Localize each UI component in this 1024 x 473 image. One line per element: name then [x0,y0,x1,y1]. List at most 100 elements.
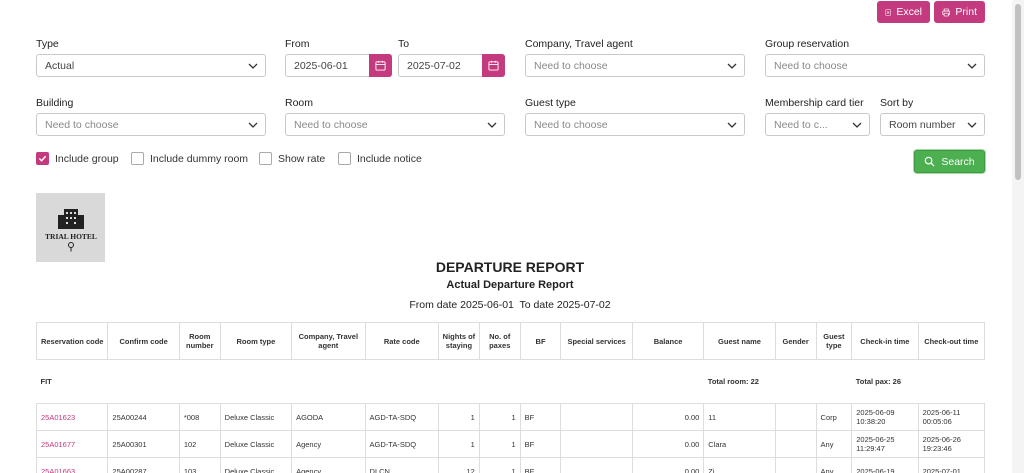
column-header: Gender [774,322,817,360]
group-reservation-label: Group reservation [765,38,850,50]
type-select[interactable]: Actual [36,54,266,77]
cell-room-type: Deluxe Classic [219,457,293,473]
room-select[interactable]: Need to choose [285,113,505,136]
to-date-input[interactable]: 2025-07-02 [398,54,505,77]
search-button[interactable]: Search [914,150,985,173]
building-placeholder: Need to choose [45,118,119,131]
column-header: No. of paxes [478,322,521,360]
cell-rate: AGD-TA-SDQ [364,430,440,458]
from-calendar-button[interactable] [369,54,392,77]
building-select[interactable]: Need to choose [36,113,266,136]
cell-company: Agency [291,457,366,473]
checkbox-unchecked[interactable] [131,152,144,165]
cell-gender [774,457,817,473]
include-dummy-room-label: Include dummy room [150,152,249,165]
room-label: Room [285,97,314,109]
cell-checkin: 2025-06-19 [851,457,919,473]
printer-icon [942,8,951,16]
sort-by-select[interactable]: Room number [880,113,985,136]
from-label: From [285,38,310,50]
cell-balance: 0.00 [631,430,705,458]
reservation-code-link[interactable]: 25A01663 [35,457,109,473]
cell-room-type: Deluxe Classic [219,403,293,431]
chevron-down-icon [727,122,737,128]
membership-label: Membership card tier [765,97,864,109]
column-header: BF [519,322,562,360]
cell-room: 103 [178,457,221,473]
from-date-input[interactable]: 2025-06-01 [285,54,392,77]
excel-button[interactable]: Excel [877,1,930,23]
print-button[interactable]: Print [934,1,985,23]
group-reservation-select[interactable]: Need to choose [765,54,985,77]
company-select[interactable]: Need to choose [525,54,745,77]
report-subtitle: Actual Departure Report [446,279,574,291]
group-reservation-placeholder: Need to choose [774,59,848,72]
group-name: FIT [36,359,704,404]
calendar-icon [488,60,499,71]
cell-checkout: 2025-06-26 19:23:46 [917,430,986,458]
table-row: 25A01677 25A00301 102 Deluxe Classic Age… [35,430,986,458]
cell-paxes: 1 [478,403,521,431]
svg-text:TRIAL HOTEL: TRIAL HOTEL [45,232,97,241]
report-title: DEPARTURE REPORT [435,259,585,275]
cell-company: AGODA [291,403,366,431]
cell-special [560,430,633,458]
reservation-code-link[interactable]: 25A01677 [35,430,109,458]
guest-type-select[interactable]: Need to choose [525,113,745,136]
company-label: Company, Travel agent [525,38,633,50]
cell-gender [774,403,817,431]
to-calendar-button[interactable] [482,54,505,77]
cell-checkout: 2025-07-01 [917,457,986,473]
cell-confirm: 25A00244 [107,403,180,431]
include-notice-label: Include notice [357,152,422,165]
cell-checkin: 2025-06-09 10:38:20 [851,403,919,431]
chevron-down-icon [487,122,497,128]
cell-guest-type: Any [815,430,853,458]
cell-room: *008 [178,403,221,431]
cell-balance: 0.00 [631,457,705,473]
cell-bf: BF [519,430,562,458]
type-value: Actual [45,59,75,72]
cell-confirm: 25A00301 [107,430,180,458]
chevron-down-icon [967,122,977,128]
cell-confirm: 25A00287 [107,457,180,473]
group-row: FIT Total room: 22 Total pax: 26 [36,359,985,404]
sort-by-value: Room number [889,118,956,131]
column-header: Reservation code [35,322,109,360]
checkbox-checked[interactable] [36,152,49,165]
cell-guest: Clara [703,430,776,458]
cell-checkin: 2025-06-25 11:29:47 [851,430,919,458]
column-header: Guest name [703,322,776,360]
excel-icon [885,8,891,16]
table-row: 25A01663 25A00287 103 Deluxe Classic Age… [35,457,986,473]
table-row: 25A01623 25A00244 *008 Deluxe Classic AG… [35,403,986,431]
reservation-code-link[interactable]: 25A01623 [35,403,109,431]
hotel-logo: TRIAL HOTEL [36,193,105,262]
sort-by-label: Sort by [880,97,914,109]
show-rate-checkbox[interactable]: Show rate [259,152,325,165]
vertical-scrollbar[interactable] [1012,0,1024,473]
cell-special [560,457,633,473]
cell-nights: 1 [438,430,480,458]
cell-balance: 0.00 [631,403,705,431]
scrollbar-thumb[interactable] [1015,4,1021,180]
cell-checkout: 2025-06-11 00:05:06 [917,403,986,431]
hotel-building-icon: TRIAL HOTEL [45,208,97,251]
to-label: To [398,38,410,50]
chevron-down-icon [852,122,862,128]
cell-paxes: 1 [478,457,521,473]
cell-paxes: 1 [478,430,521,458]
chevron-down-icon [248,122,258,128]
column-header: Nights of staying [438,322,480,360]
checkbox-unchecked[interactable] [338,152,351,165]
membership-select[interactable]: Need to c... [765,113,870,136]
cell-guest-type: Any [815,457,853,473]
include-notice-checkbox[interactable]: Include notice [338,152,422,165]
cell-special [560,403,633,431]
checkbox-unchecked[interactable] [259,152,272,165]
cell-room: 102 [178,430,221,458]
include-dummy-room-checkbox[interactable]: Include dummy room [131,152,248,165]
column-header: Company, Travel agent [291,322,366,360]
chevron-down-icon [248,63,258,69]
include-group-checkbox[interactable]: Include group [36,152,119,165]
